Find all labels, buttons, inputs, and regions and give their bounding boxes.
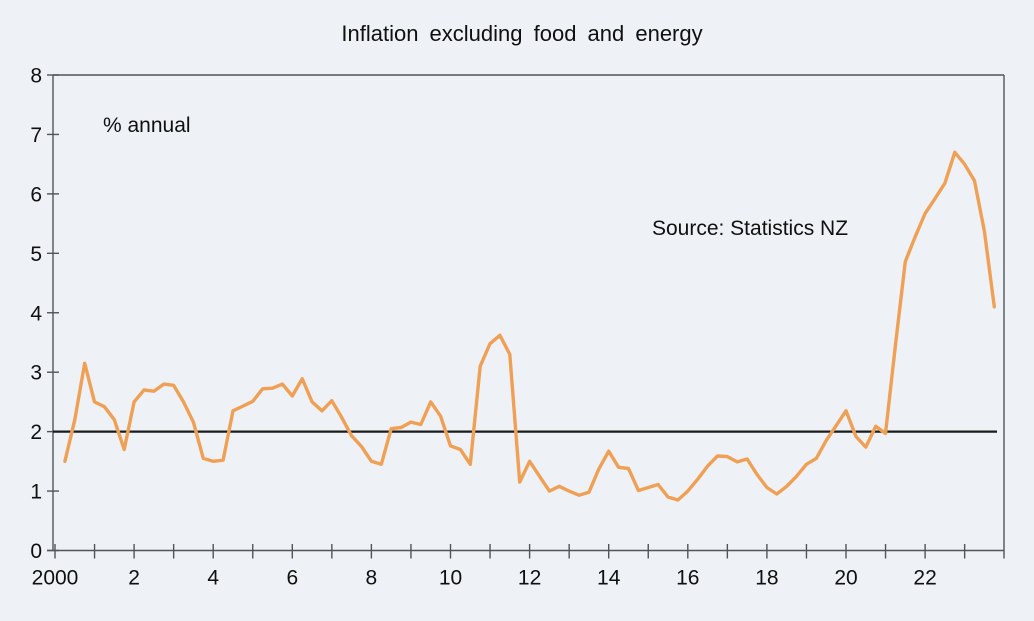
chart-title: Inflation excluding food and energy [341,21,702,46]
source-label: Source: Statistics NZ [652,217,848,240]
y-axis-unit-label: % annual [103,114,191,137]
x-tick-label-2008: 8 [366,567,378,590]
y-tick-label-7: 7 [30,124,42,147]
y-tick-label-2: 2 [30,421,42,444]
x-axis-ticks [54,544,966,559]
x-tick-label-2002: 2 [128,567,140,590]
x-tick-label-2022: 22 [913,567,936,590]
x-tick-label-2018: 18 [755,567,778,590]
inflation-series-line [63,150,996,502]
x-tick-label-2014: 14 [597,567,621,590]
x-tick-label-2016: 16 [676,567,699,590]
y-tick-label-8: 8 [30,65,42,88]
y-tick-label-4: 4 [30,302,42,325]
y-tick-label-5: 5 [30,243,42,266]
x-tick-label-2010: 10 [439,567,462,590]
x-tick-label-2006: 6 [286,567,298,590]
x-tick-label-2000: 2000 [32,567,79,590]
y-axis-tick-labels: 0 1 2 3 4 5 6 7 8 [30,65,42,564]
y-tick-label-6: 6 [30,183,42,206]
x-tick-label-2004: 4 [207,567,219,590]
x-tick-label-2020: 20 [834,567,857,590]
x-tick-label-2012: 12 [518,567,541,590]
y-tick-label-3: 3 [30,362,42,385]
y-tick-label-1: 1 [30,481,42,504]
y-tick-label-0: 0 [30,540,42,563]
x-axis-tick-labels: 2000 2 4 6 8 10 12 14 16 18 20 22 [32,567,937,590]
